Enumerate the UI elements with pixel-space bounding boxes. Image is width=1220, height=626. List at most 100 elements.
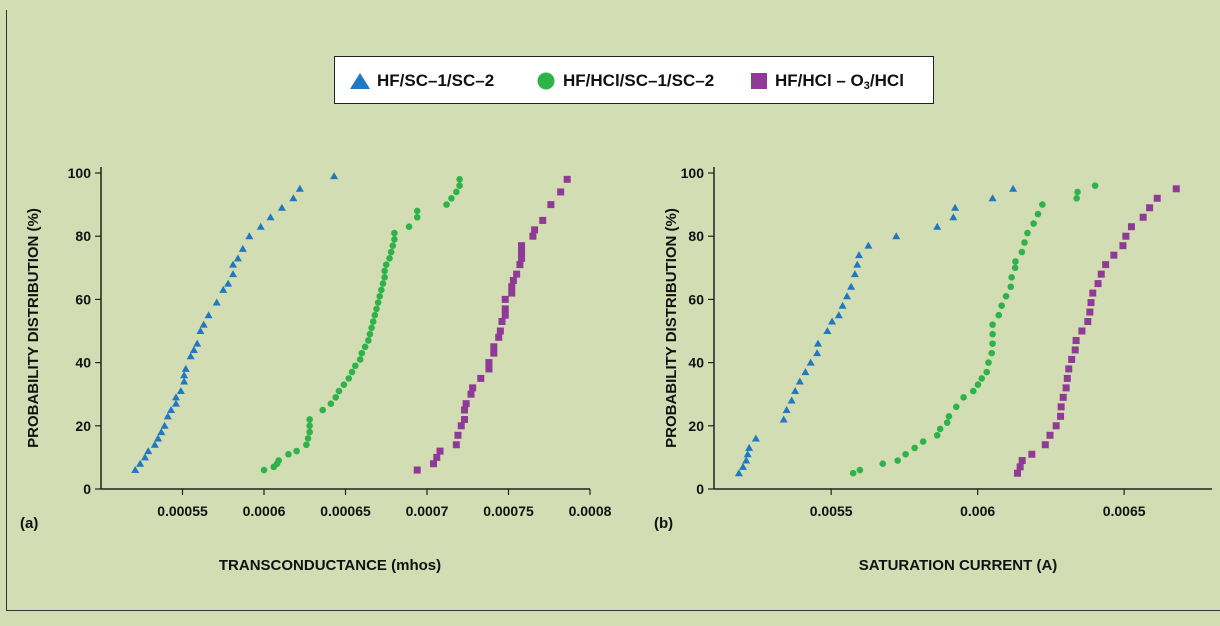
triangle-point-a <box>193 339 202 347</box>
triangle-point-a <box>136 459 145 467</box>
circle-point-b <box>1073 194 1080 202</box>
circle-point-a <box>448 194 455 202</box>
legend: HF/SC–1/SC–2 HF/HCl/SC–1/SC–2 HF/HCl – O… <box>334 56 934 104</box>
triangle-point-a <box>256 222 265 230</box>
square-point-a <box>413 466 421 474</box>
y-tick-label-b: 20 <box>688 418 704 434</box>
triangle-point-b <box>782 406 791 413</box>
circle-point-a <box>373 305 380 313</box>
circle-point-b <box>1091 182 1099 189</box>
square-point-b <box>1057 412 1065 420</box>
triangle-point-a <box>186 352 195 360</box>
square-point-a <box>501 305 509 313</box>
square-point-a <box>529 232 537 240</box>
circle-point-a <box>381 273 388 281</box>
square-point-b <box>1063 374 1071 382</box>
circle-point-b <box>849 469 857 477</box>
circle-point-a <box>453 188 460 196</box>
circle-point-b <box>1024 229 1031 237</box>
triangle-point-b <box>892 232 901 240</box>
square-point-a <box>485 359 493 367</box>
square-point-b <box>1127 223 1135 231</box>
circle-point-b <box>952 403 960 411</box>
triangle-marker-icon <box>350 73 370 89</box>
square-point-a <box>469 384 477 392</box>
y-tick-label-a: 0 <box>83 481 91 497</box>
circle-point-a <box>275 457 282 464</box>
y-tick-label-a: 40 <box>75 355 91 371</box>
circle-point-b <box>978 375 986 382</box>
triangle-point-b <box>864 241 873 249</box>
triangle-point-a <box>189 345 198 353</box>
triangle-point-a <box>196 327 205 334</box>
circle-point-b <box>988 349 996 357</box>
triangle-point-a <box>245 232 254 240</box>
triangle-point-b <box>838 301 847 309</box>
triangle-point-b <box>734 469 743 477</box>
panel-label-b: (b) <box>654 515 673 532</box>
circle-point-a <box>413 207 421 215</box>
square-point-a <box>485 365 493 373</box>
triangle-point-a <box>150 440 159 448</box>
square-point-b <box>1041 441 1049 449</box>
circle-point-a <box>381 267 388 275</box>
y-tick-label-b: 60 <box>688 291 704 307</box>
triangle-point-b <box>813 339 822 347</box>
triangle-point-a <box>277 203 286 211</box>
triangle-point-a <box>181 364 190 372</box>
legend-item-hf-hcl-o3-hcl: HF/HCl – O3/HCl <box>749 57 904 105</box>
legend-item-hf-sc1-sc2: HF/SC–1/SC–2 <box>349 57 494 105</box>
circle-point-a <box>306 416 313 423</box>
circle-point-a <box>303 441 310 449</box>
x-tick-label-a: 0.00065 <box>320 503 371 519</box>
square-point-a <box>490 349 498 357</box>
circle-point-a <box>260 466 268 474</box>
circle-point-b <box>998 302 1005 310</box>
circle-point-a <box>351 362 359 370</box>
square-point-b <box>1052 422 1060 430</box>
y-axis-title-b: PROBABILITY DISTRIBUTION (%) <box>663 208 680 448</box>
triangle-point-a <box>289 194 298 202</box>
square-point-a <box>452 441 460 449</box>
triangle-point-b <box>813 349 822 357</box>
triangle-point-b <box>806 358 815 366</box>
circle-point-b <box>1034 210 1042 218</box>
square-point-a <box>467 390 475 398</box>
circle-point-a <box>456 176 463 183</box>
triangle-point-a <box>295 184 304 192</box>
panel-label-a: (a) <box>20 515 38 532</box>
circle-point-a <box>378 286 385 294</box>
square-point-b <box>1119 242 1127 250</box>
square-point-a <box>516 261 524 269</box>
circle-point-b <box>1030 220 1037 227</box>
square-point-a <box>457 422 465 430</box>
legend-label-hf-hcl-o3-hcl: HF/HCl – O3/HCl <box>775 70 904 92</box>
square-point-b <box>1097 270 1105 278</box>
triangle-point-b <box>745 443 754 451</box>
x-axis-title-a: TRANSCONDUCTANCE (mhos) <box>219 557 441 574</box>
circle-point-a <box>391 229 398 237</box>
square-point-b <box>1018 457 1026 465</box>
y-tick-label-a: 20 <box>75 418 91 434</box>
circle-point-b <box>1008 273 1015 281</box>
triangle-point-b <box>834 311 843 319</box>
square-point-a <box>508 289 516 297</box>
square-point-b <box>1086 308 1094 316</box>
y-tick-label-b: 80 <box>688 228 704 244</box>
y-tick-label-b: 0 <box>696 481 704 497</box>
circle-point-a <box>369 318 377 325</box>
circle-point-a <box>306 422 313 430</box>
chart-panel-b: PROBABILITY DISTRIBUTION (%) SATURATION … <box>654 165 1212 574</box>
figure-frame-left <box>6 10 7 610</box>
circle-point-a <box>386 255 393 262</box>
square-point-a <box>513 270 521 278</box>
circle-point-a <box>319 406 326 414</box>
triangle-point-b <box>1009 184 1018 192</box>
square-point-a <box>518 242 526 250</box>
triangle-point-b <box>933 222 942 230</box>
circle-point-a <box>365 337 372 344</box>
circle-point-b <box>983 368 991 376</box>
y-tick-label-b: 40 <box>688 355 704 371</box>
square-point-a <box>496 327 504 335</box>
